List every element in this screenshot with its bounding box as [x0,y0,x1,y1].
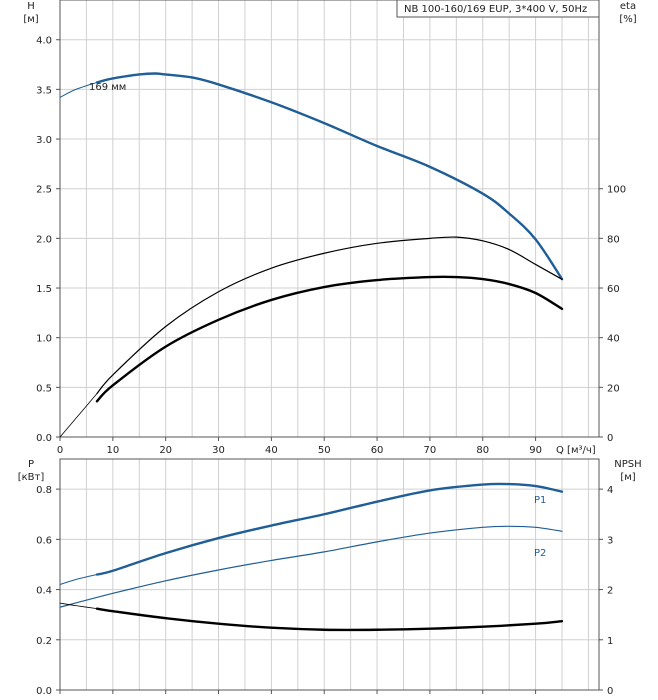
top-right-tick-label: 0 [607,433,613,444]
top-left-tick-label: 3.5 [36,85,52,96]
top-left-tick-label: 2.0 [36,234,52,245]
top-right-tick-label: 60 [607,284,620,295]
top-curves [59,72,564,438]
x-tick-label: 10 [106,445,119,456]
bottom-left-axis-label-name: P [28,459,34,470]
bottom-axes: 0.0 0.2 0.4 0.6 0.8 0 1 2 3 4 [36,458,613,697]
chart-title: NB 100-160/169 EUP, 3*400 V, 50Hz [404,4,587,15]
top-grid [60,0,599,437]
top-right-tick-label: 80 [607,234,620,245]
x-axis-label: Q [м³/ч] [556,445,596,456]
x-tick-label: 60 [371,445,384,456]
top-left-tick-label: 4.0 [36,36,52,47]
bottom-left-tick-label: 0.0 [36,686,52,697]
top-left-tick-label: 2.5 [36,185,52,196]
top-left-tick-label: 3.0 [36,135,52,146]
bottom-curve-2 [59,525,563,608]
bottom-left-tick-label: 0.2 [36,636,52,647]
bottom-right-tick-label: 0 [607,686,613,697]
top-right-tick-label: 40 [607,334,620,345]
x-tick-label: 20 [159,445,172,456]
bottom-left-tick-label: 0.4 [36,586,52,597]
bottom-left-tick-label: 0.6 [36,535,52,546]
top-left-axis-label-name: H [27,1,35,12]
bottom-right-tick-label: 4 [607,485,613,496]
bottom-right-axis-label-unit: [м] [620,472,635,483]
bottom-curve-1 [59,574,98,586]
x-tick-label: 70 [424,445,437,456]
top-curve-4 [95,275,564,403]
bottom-right-tick-label: 3 [607,535,613,546]
bottom-plot-frame [59,458,600,691]
bottom-grid [60,459,599,690]
top-left-axis-label-unit: [м] [23,14,38,25]
top-left-tick-label: 1.0 [36,334,52,345]
bottom-curve-4 [59,602,98,610]
curve-label-p1: P1 [534,495,546,506]
top-right-axis-label-unit: [%] [619,14,636,25]
x-tick-label: 30 [212,445,225,456]
x-tick-label: 80 [476,445,489,456]
curve-label-p2: P2 [534,548,546,559]
bottom-right-axis-label-name: NPSH [614,459,641,470]
top-right-tick-label: 20 [607,383,620,394]
x-tick-label: 40 [265,445,278,456]
bottom-curves [59,482,564,632]
top-right-axis-label-name: eta [620,1,636,12]
bottom-left-axis-label-unit: [кВт] [18,472,45,483]
bottom-left-tick-label: 0.8 [36,485,52,496]
curve-label-169mm: 169 мм [89,82,126,93]
top-curve-3 [59,393,98,438]
head-efficiency-panel: 0.0 0.5 1.0 1.5 2.0 2.5 3.0 3.5 4.0 0 20 40 60 80 100 0… [23,0,637,456]
top-left-tick-label: 1.5 [36,284,52,295]
top-plot-frame [59,0,600,438]
top-right-tick-label: 100 [607,185,626,196]
bottom-curve-3 [95,607,564,632]
x-tick-label: 90 [529,445,542,456]
bottom-curve-0 [95,482,564,576]
top-left-tick-label: 0.5 [36,383,52,394]
chart-title-box [396,0,600,18]
top-curve-2 [96,236,563,395]
top-curve-1 [59,81,98,98]
x-tick-label: 0 [57,445,63,456]
bottom-right-tick-label: 2 [607,586,613,597]
top-left-tick-label: 0.0 [36,433,52,444]
bottom-right-tick-label: 1 [607,636,613,647]
power-npsh-panel: 0.0 0.2 0.4 0.6 0.8 0 1 2 3 4 P [кВт] NPSH [м] P1… [18,458,642,697]
x-tick-label: 50 [318,445,331,456]
top-axes: 0.0 0.5 1.0 1.5 2.0 2.5 3.0 3.5 4.0 0 20 40 60 80 100 0… [36,0,626,456]
top-curve-0 [95,72,564,281]
